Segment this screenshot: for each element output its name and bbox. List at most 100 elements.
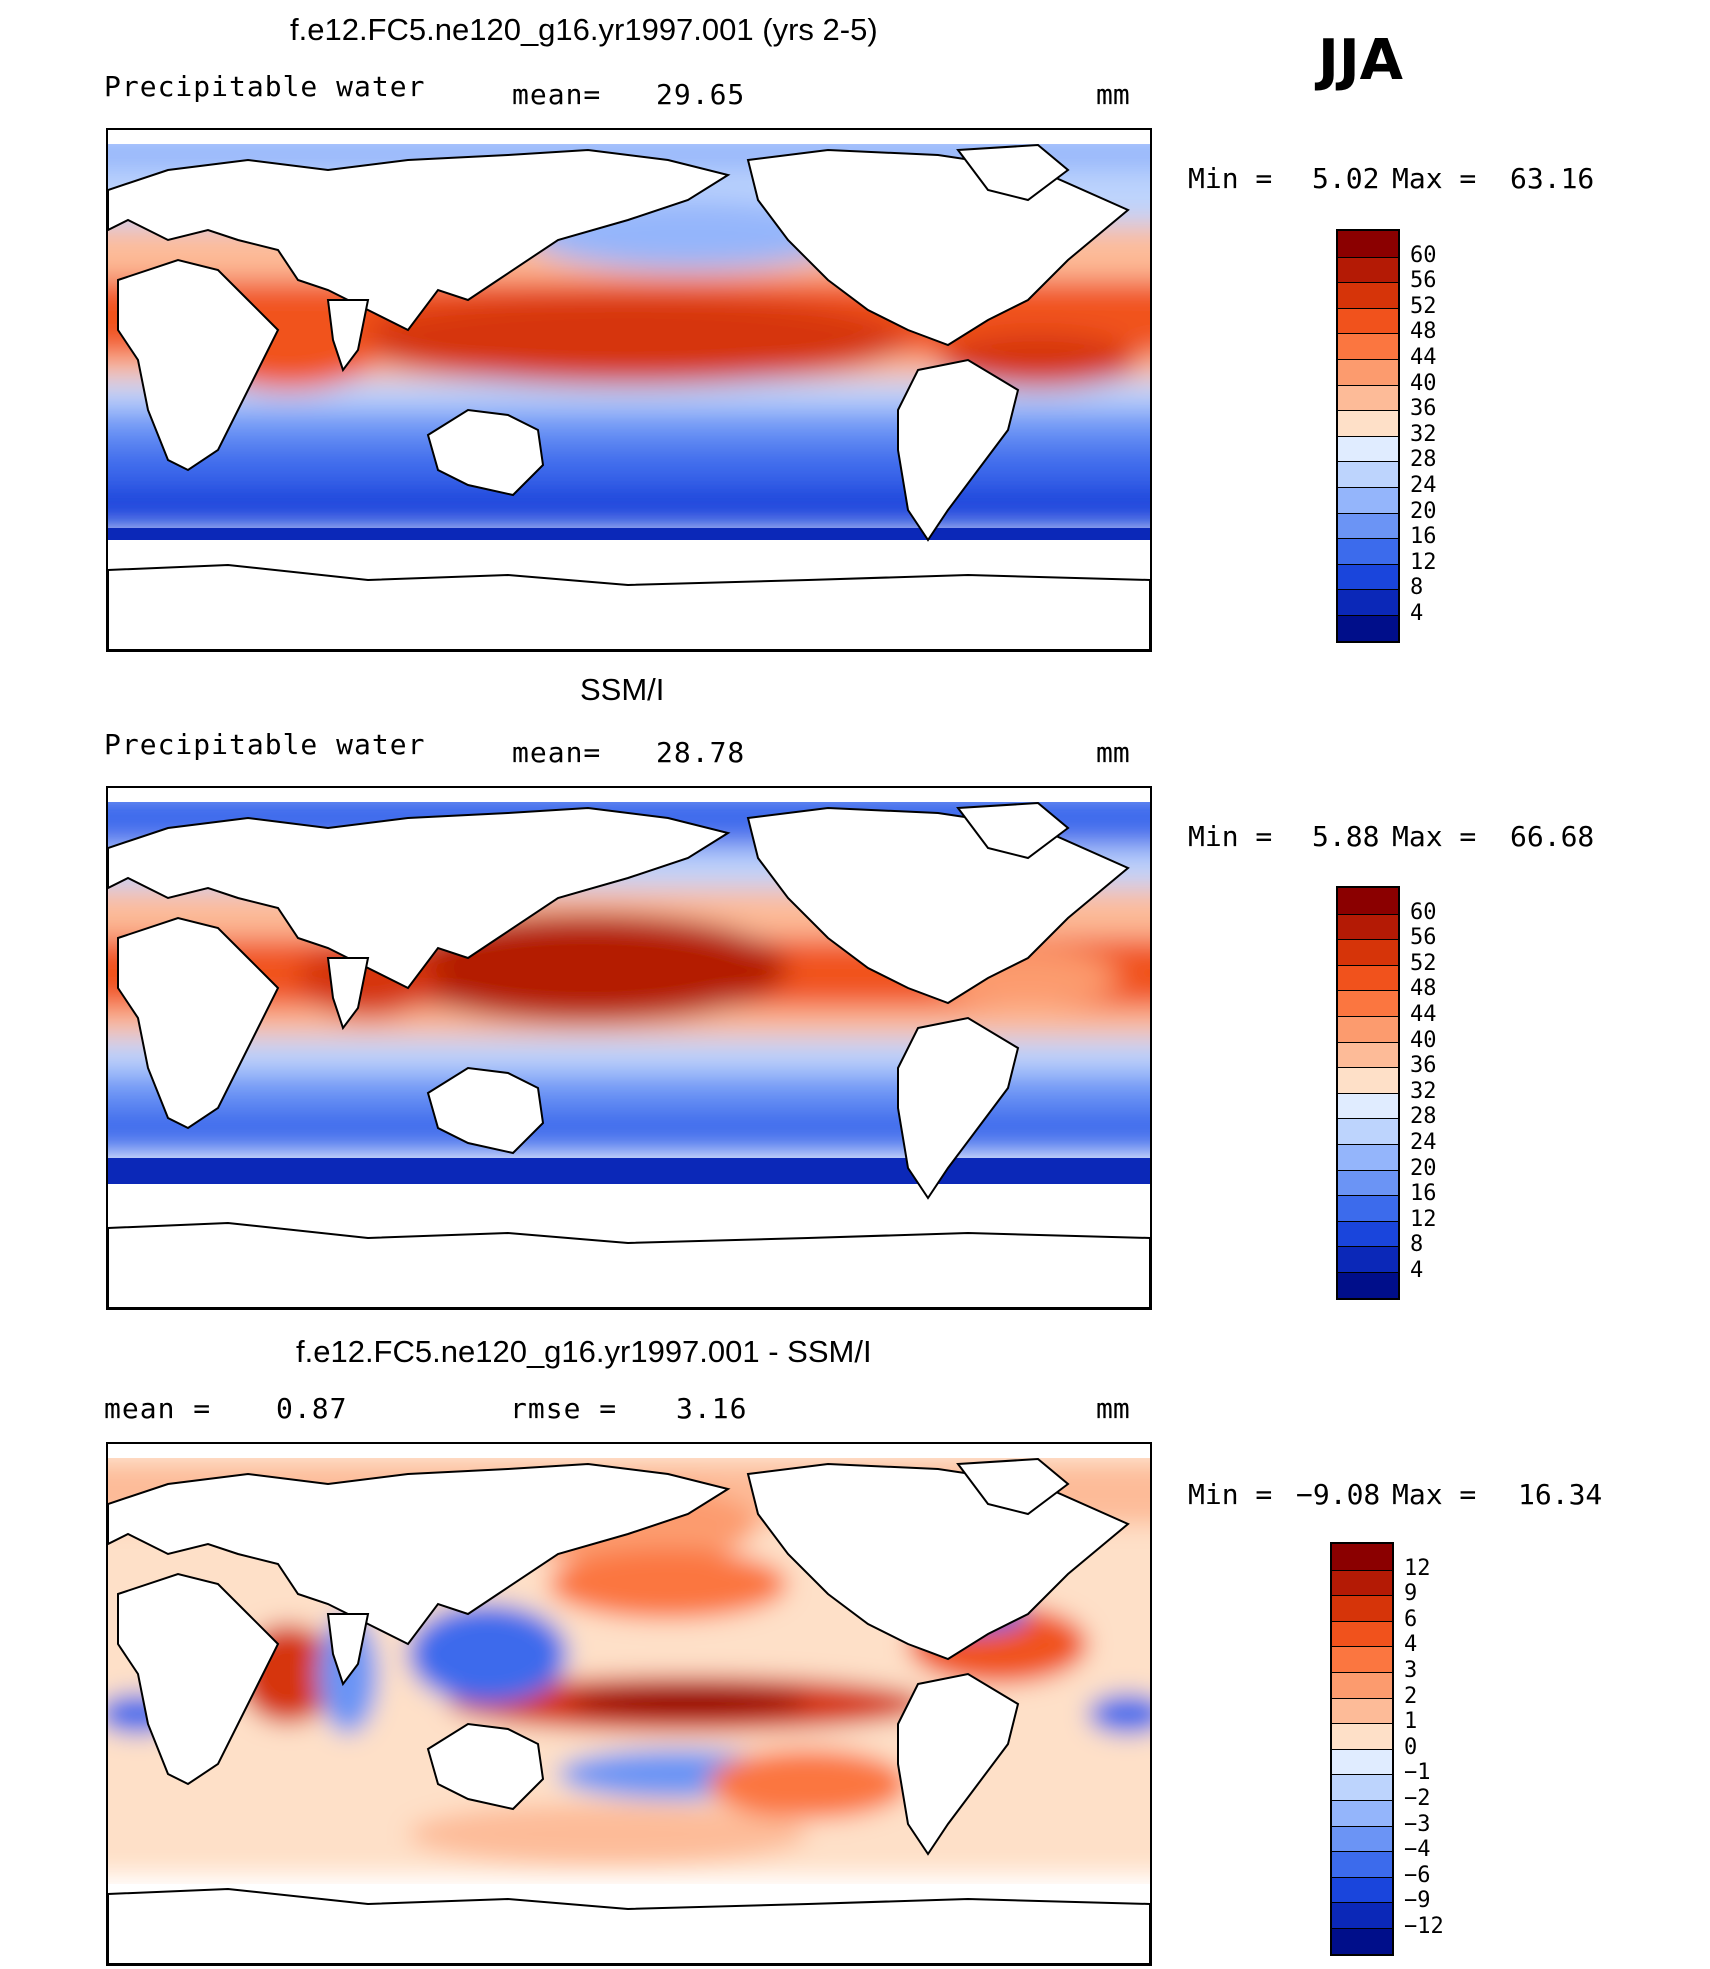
colorbar-label: 40: [1410, 370, 1437, 396]
panel-1-min-value: 5.02: [1312, 162, 1380, 195]
colorbar-segment: [1338, 1118, 1398, 1144]
colorbar-segment: [1338, 615, 1398, 641]
colorbar-label: 28: [1410, 447, 1437, 473]
colorbar-segment: [1338, 990, 1398, 1016]
panel-3-rmse-value: 3.16: [676, 1392, 748, 1425]
colorbar-label: 32: [1410, 1078, 1437, 1104]
colorbar-label: 40: [1410, 1027, 1437, 1053]
colorbar-segment: [1332, 1800, 1392, 1826]
colorbar-label: 1: [1404, 1709, 1418, 1735]
panel-1-variable: Precipitable water: [104, 70, 426, 103]
colorbar-label: 6: [1404, 1606, 1418, 1632]
panel-1-map: [106, 128, 1152, 652]
colorbar-label: 12: [1410, 549, 1437, 575]
panel-2-mean-value: 28.78: [656, 736, 746, 769]
colorbar-label: 60: [1410, 242, 1437, 268]
colorbar-label: 4: [1410, 1258, 1424, 1283]
colorbar-label: 52: [1410, 950, 1437, 976]
panel-1-min-label: Min =: [1188, 162, 1273, 195]
colorbar-label: 16: [1410, 1181, 1437, 1207]
colorbar-segment: [1338, 538, 1398, 564]
colorbar-label: 56: [1410, 268, 1437, 294]
colorbar-segment: [1338, 1169, 1398, 1196]
colorbar-segment: [1332, 1544, 1392, 1570]
colorbar-label: 48: [1410, 976, 1437, 1002]
colorbar-label: 56: [1410, 925, 1437, 951]
colorbar-segment: [1338, 1220, 1398, 1247]
colorbar-segment: [1332, 1620, 1392, 1647]
panel-1-mean-label: mean=: [512, 78, 602, 111]
colorbar-segment: [1338, 1195, 1398, 1221]
colorbar-segment: [1338, 435, 1398, 462]
panel-3-min-value: −9.08: [1296, 1478, 1381, 1511]
season-label: JJA: [1318, 28, 1404, 93]
land-antarctica: [108, 563, 1150, 650]
panel-3-map: [106, 1442, 1152, 1966]
panel-1-max-value: 63.16: [1510, 162, 1595, 195]
colorbar-segment: [1338, 384, 1398, 411]
colorbar-label: 24: [1410, 1130, 1437, 1155]
colorbar-segment: [1338, 359, 1398, 385]
colorbar-segment: [1332, 1851, 1392, 1877]
land-south-america: [897, 358, 1020, 542]
panel-2-min-label: Min =: [1188, 820, 1273, 853]
colorbar-label: −9: [1404, 1888, 1431, 1914]
colorbar-label: 12: [1404, 1555, 1431, 1581]
panel-2-variable: Precipitable water: [104, 728, 426, 761]
colorbar-label: −6: [1404, 1862, 1431, 1888]
colorbar-segment: [1338, 1144, 1398, 1170]
panel-2-units: mm: [1096, 736, 1130, 769]
colorbar-strip: [1330, 1542, 1394, 1956]
panel-1-max-label: Max =: [1392, 162, 1477, 195]
colorbar-label: 60: [1410, 899, 1437, 925]
colorbar-label: 20: [1410, 498, 1437, 524]
colorbar-segment: [1338, 1246, 1398, 1272]
colorbar-segment: [1338, 964, 1398, 991]
colorbar-segment: [1338, 231, 1398, 257]
colorbar-label: 2: [1404, 1683, 1418, 1709]
colorbar-segment: [1338, 1272, 1398, 1298]
panel-2-min-value: 5.88: [1312, 820, 1380, 853]
colorbar-segment: [1338, 939, 1398, 965]
colorbar-segment: [1332, 1646, 1392, 1672]
colorbar-label: 9: [1404, 1581, 1418, 1607]
colorbar-label: 8: [1410, 575, 1424, 601]
colorbar-label: 8: [1410, 1232, 1424, 1258]
colorbar-label: 3: [1404, 1658, 1418, 1683]
colorbar-segment: [1338, 512, 1398, 539]
colorbar-label: −12: [1404, 1914, 1444, 1939]
colorbar-label: 36: [1410, 396, 1437, 422]
colorbar-label: 36: [1410, 1053, 1437, 1079]
panel-1-mean-value: 29.65: [656, 78, 746, 111]
colorbar-segment: [1332, 1697, 1392, 1724]
colorbar-segment: [1332, 1825, 1392, 1852]
panel-3-mean-label: mean =: [104, 1392, 212, 1425]
land-india: [326, 299, 370, 373]
panel-2-max-label: Max =: [1392, 820, 1477, 853]
panel-2-title: SSM/I: [580, 672, 665, 707]
colorbar-segment: [1338, 913, 1398, 940]
panel-3-max-label: Max =: [1392, 1478, 1477, 1511]
colorbar-label: 16: [1410, 524, 1437, 550]
colorbar-segment: [1332, 1928, 1392, 1954]
panel-3-title: f.e12.FC5.ne120_g16.yr1997.001 - SSM/I: [296, 1334, 872, 1369]
panel-3-rmse-label: rmse =: [510, 1392, 618, 1425]
colorbar-label: 44: [1410, 345, 1437, 370]
panel-2-map: [106, 786, 1152, 1310]
colorbar-segment: [1338, 888, 1398, 914]
panel-3-min-label: Min =: [1188, 1478, 1273, 1511]
colorbar-segment: [1332, 1672, 1392, 1698]
colorbar-segment: [1332, 1595, 1392, 1621]
panel-3-max-value: 16.34: [1518, 1478, 1603, 1511]
panel-2-max-value: 66.68: [1510, 820, 1595, 853]
land-africa: [117, 258, 280, 472]
colorbar-segment: [1338, 307, 1398, 334]
colorbar-label: 44: [1410, 1002, 1437, 1027]
colorbar-segment: [1338, 563, 1398, 590]
colorbar-segment: [1338, 282, 1398, 308]
colorbar-segment: [1338, 1092, 1398, 1119]
colorbar-segment: [1338, 256, 1398, 283]
panel-1-title: f.e12.FC5.ne120_g16.yr1997.001 (yrs 2-5): [290, 12, 878, 47]
colorbar-segment: [1332, 1723, 1392, 1749]
colorbar-label: 52: [1410, 293, 1437, 319]
